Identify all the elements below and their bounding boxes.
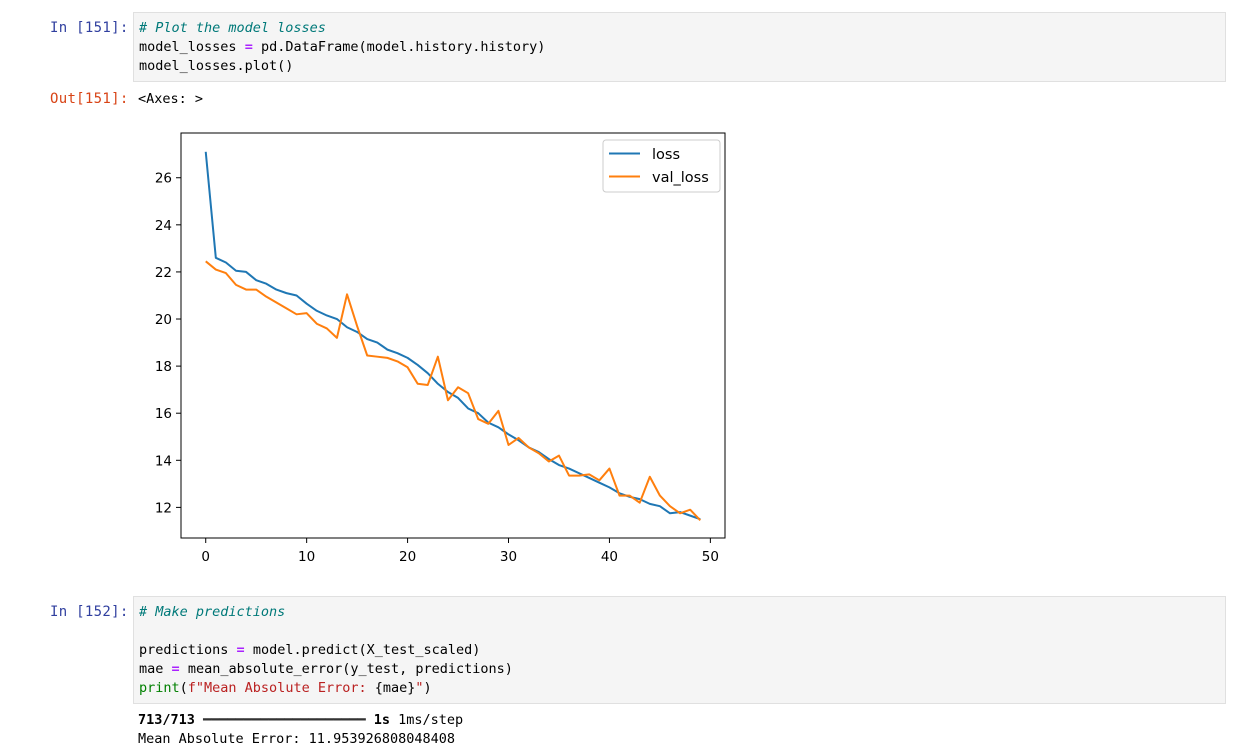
cell-151-in-prompt: In [151]:	[50, 20, 129, 36]
plot-area	[181, 133, 725, 538]
code-comment: # Make predictions	[139, 604, 286, 620]
progress-step: 1ms/step	[398, 712, 464, 728]
cell-151-out-prompt: Out[151]:	[50, 91, 129, 107]
cell-152-code-input[interactable]: # Make predictions predictions = model.p…	[133, 596, 1226, 704]
code-line: mae = mean_absolute_error(y_test, predic…	[139, 660, 513, 679]
code-token: (	[179, 680, 188, 696]
y-tick-label: 14	[155, 453, 172, 469]
legend-val-loss-label: val_loss	[652, 170, 709, 186]
code-line: model_losses = pd.DataFrame(model.histor…	[139, 38, 545, 57]
code-comment: # Plot the model losses	[139, 20, 326, 36]
x-tick-label: 0	[201, 549, 210, 565]
y-tick-label: 22	[155, 265, 172, 281]
cell-152-progress-line: 713/713 ━━━━━━━━━━━━━━━━━━━━ 1s 1ms/step	[138, 712, 463, 728]
code-token: pd.DataFrame(model.history.history)	[260, 39, 546, 55]
y-tick-label: 24	[155, 218, 172, 234]
cell-152-in-prompt: In [152]:	[50, 604, 129, 620]
code-line: predictions = model.predict(X_test_scale…	[139, 641, 480, 660]
y-tick-label: 20	[155, 312, 172, 328]
x-tick-label: 20	[399, 549, 416, 565]
code-token: mae	[139, 661, 164, 677]
plot-frame	[180, 132, 726, 539]
code-token: model_losses.plot()	[139, 58, 294, 74]
cell-151-code-input[interactable]: # Plot the model losses model_losses = p…	[133, 12, 1226, 82]
code-token: {mae}	[374, 680, 416, 696]
code-token: model_losses	[139, 39, 237, 55]
loss-chart: 0 10 20 30 40 50 12 14 16 18 20 22 24 26 loss val_los…	[155, 132, 726, 565]
code-operator: =	[171, 661, 180, 677]
code-string: f"Mean Absolute Error:	[187, 680, 375, 696]
code-token: mean_absolute_error(y_test, predictions)	[187, 661, 513, 677]
legend: loss val_loss	[602, 139, 721, 193]
y-tick-label: 16	[155, 406, 172, 422]
code-line: # Make predictions	[139, 603, 285, 622]
ticks-layer: 0 10 20 30 40 50 12 14 16 18 20 22 24 26	[155, 171, 719, 565]
legend-loss-label: loss	[652, 147, 680, 163]
y-tick-label: 18	[155, 359, 172, 375]
code-token: predictions	[139, 642, 229, 658]
cell-151-output-text: <Axes: >	[138, 91, 204, 107]
progress-time: 1s	[373, 712, 391, 728]
code-token: model.predict(X_test_scaled)	[252, 642, 481, 658]
y-tick-label: 12	[155, 500, 172, 516]
progress-bar: ━━━━━━━━━━━━━━━━━━━━	[203, 712, 366, 728]
code-token: )	[423, 680, 432, 696]
series-layer	[204, 151, 701, 522]
x-tick-label: 40	[601, 549, 618, 565]
code-operator: =	[236, 642, 245, 658]
code-string: "	[415, 680, 424, 696]
series-line-val-loss	[205, 260, 701, 522]
code-operator: =	[244, 39, 253, 55]
x-tick-label: 10	[298, 549, 315, 565]
x-tick-label: 30	[500, 549, 517, 565]
x-tick-label: 50	[702, 549, 719, 565]
y-tick-label: 26	[155, 171, 172, 187]
code-line: print(f"Mean Absolute Error: {mae}")	[139, 679, 432, 698]
cell-152-result-text: Mean Absolute Error: 11.953926808048408	[138, 731, 455, 747]
code-builtin: print	[139, 680, 180, 696]
progress-count: 713/713	[138, 712, 195, 728]
code-line: # Plot the model losses	[139, 19, 326, 38]
code-line: model_losses.plot()	[139, 57, 293, 76]
